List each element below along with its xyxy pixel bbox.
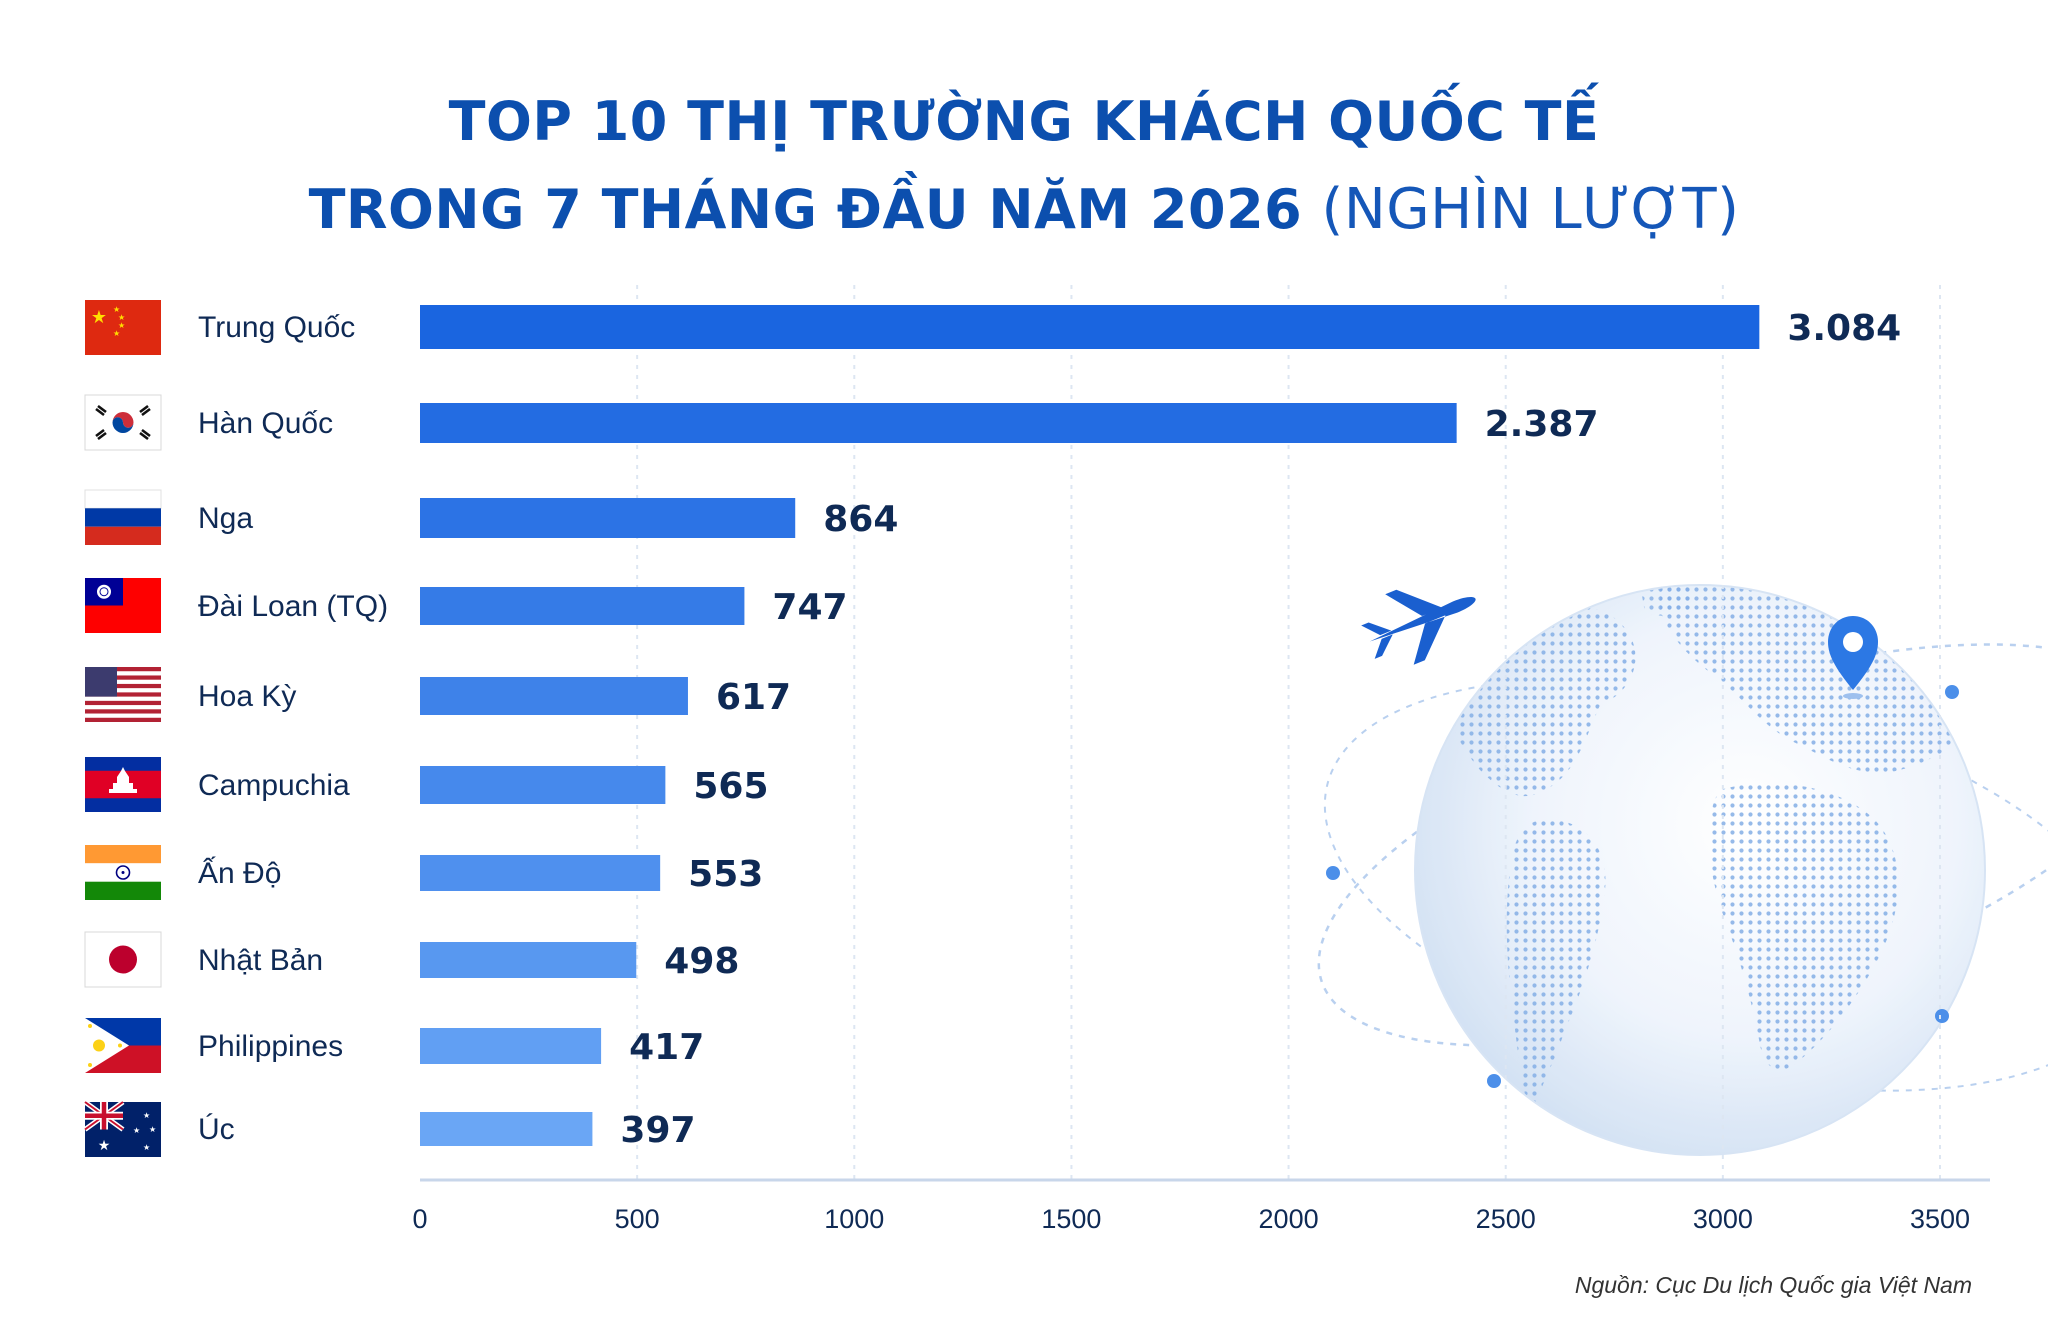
usa-flag bbox=[85, 667, 161, 722]
svg-text:★: ★ bbox=[143, 1143, 150, 1152]
japan-flag bbox=[84, 931, 162, 988]
title-unit: (NGHÌN LƯỢT) bbox=[1321, 177, 1740, 242]
bar bbox=[420, 1028, 602, 1064]
category-label: Trung Quốc bbox=[198, 311, 355, 344]
category-labels: Trung Quốc Hàn Quốc Nga Đài Loan (TQ) Hoa Kỳ… bbox=[198, 311, 388, 1146]
category-label: Hoa Kỳ bbox=[198, 680, 296, 713]
bar bbox=[420, 677, 688, 715]
title-line-1: TOP 10 THỊ TRƯỜNG KHÁCH QUỐC TẾ bbox=[448, 90, 1600, 153]
title-line-2-main: TRONG 7 THÁNG ĐẦU NĂM 2026 bbox=[308, 178, 1303, 241]
india-flag bbox=[85, 845, 161, 900]
svg-text:★: ★ bbox=[149, 1125, 156, 1134]
bar bbox=[420, 855, 661, 891]
category-label: Đài Loan (TQ) bbox=[198, 590, 388, 623]
category-label: Úc bbox=[198, 1113, 235, 1146]
bars bbox=[420, 305, 1760, 1146]
x-tick-label: 1000 bbox=[824, 1204, 884, 1234]
philippines-flag bbox=[85, 1018, 161, 1073]
bar bbox=[420, 587, 745, 625]
category-label: Campuchia bbox=[198, 769, 350, 802]
x-tick-label: 3500 bbox=[1910, 1204, 1970, 1234]
bar bbox=[420, 498, 796, 538]
svg-text:★: ★ bbox=[143, 1111, 150, 1120]
x-axis: 0 500 1000 1500 2000 2500 3000 3500 bbox=[412, 1178, 1990, 1234]
category-label: Nga bbox=[198, 502, 253, 535]
russia-flag bbox=[84, 489, 162, 545]
bar bbox=[420, 942, 637, 978]
title-line-2: TRONG 7 THÁNG ĐẦU NĂM 2026 (NGHÌN LƯỢT) bbox=[0, 166, 2048, 254]
cambodia-flag bbox=[85, 757, 161, 812]
bar bbox=[420, 403, 1457, 443]
x-tick-label: 1500 bbox=[1041, 1204, 1101, 1234]
x-tick-label: 500 bbox=[615, 1204, 660, 1234]
taiwan-flag bbox=[85, 578, 161, 633]
china-flag: ★ ★ ★ ★ ★ bbox=[85, 300, 161, 355]
bar bbox=[420, 305, 1760, 349]
svg-text:★: ★ bbox=[118, 321, 125, 330]
svg-text:★: ★ bbox=[98, 1138, 111, 1154]
svg-text:★: ★ bbox=[113, 305, 120, 314]
x-tick-label: 0 bbox=[412, 1204, 427, 1234]
x-tick-label: 2000 bbox=[1259, 1204, 1319, 1234]
category-label: Philippines bbox=[198, 1030, 343, 1063]
australia-flag: ★ ★ ★ ★ ★ bbox=[83, 1099, 161, 1157]
bar bbox=[420, 1112, 593, 1146]
value-label: 417 bbox=[629, 1027, 704, 1068]
value-label: 747 bbox=[772, 587, 847, 628]
svg-text:★: ★ bbox=[91, 307, 107, 328]
svg-text:★: ★ bbox=[118, 313, 125, 322]
location-pin-icon bbox=[1828, 616, 1878, 699]
source-note: Nguồn: Cục Du lịch Quốc gia Việt Nam bbox=[1574, 1272, 1972, 1298]
value-label: 498 bbox=[664, 941, 739, 982]
category-label: Ấn Độ bbox=[198, 856, 281, 890]
value-labels: 3.084 2.387 864 747 617 565 553 498 417 397 bbox=[620, 308, 1901, 1151]
value-label: 864 bbox=[823, 499, 898, 540]
value-label: 617 bbox=[716, 677, 791, 718]
value-label: 2.387 bbox=[1485, 404, 1599, 445]
airplane-icon bbox=[1361, 589, 1476, 665]
category-label: Nhật Bản bbox=[198, 944, 323, 977]
bar bbox=[420, 766, 666, 804]
svg-text:★: ★ bbox=[113, 329, 120, 338]
svg-text:★: ★ bbox=[133, 1126, 140, 1135]
value-label: 397 bbox=[620, 1110, 695, 1151]
x-tick-label: 2500 bbox=[1476, 1204, 1536, 1234]
south-korea-flag bbox=[84, 394, 162, 451]
x-tick-label: 3000 bbox=[1693, 1204, 1753, 1234]
value-label: 3.084 bbox=[1787, 308, 1901, 349]
value-label: 565 bbox=[693, 766, 768, 807]
globe-illustration bbox=[1317, 584, 2048, 1156]
category-label: Hàn Quốc bbox=[198, 407, 333, 440]
value-label: 553 bbox=[688, 854, 763, 895]
chart-title: TOP 10 THỊ TRƯỜNG KHÁCH QUỐC TẾ TRONG 7 … bbox=[0, 78, 2048, 254]
